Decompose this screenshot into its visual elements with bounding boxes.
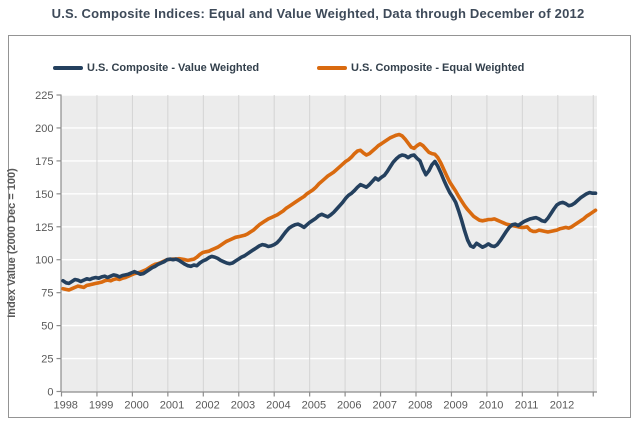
x-tick-label: 2000 [124, 400, 148, 412]
y-tick-label: 125 [35, 222, 53, 234]
legend-item-value-weighted: U.S. Composite - Value Weighted [53, 61, 259, 75]
legend-label-equal-weighted: U.S. Composite - Equal Weighted [351, 62, 525, 74]
x-tick-label: 1998 [53, 400, 77, 412]
x-tick-label: 2005 [302, 400, 326, 412]
y-tick-label: 225 [35, 90, 53, 102]
x-tick-label: 2008 [408, 400, 432, 412]
x-tick-label: 2009 [443, 400, 467, 412]
x-tick-label: 2007 [373, 400, 397, 412]
y-tick-label: 50 [41, 321, 53, 333]
series-line-value-weighted [61, 153, 598, 286]
x-tick-label: 2011 [515, 400, 539, 412]
x-tick-label: 2010 [479, 400, 503, 412]
y-tick-label: 100 [35, 255, 53, 267]
legend-label-value-weighted: U.S. Composite - Value Weighted [87, 62, 260, 74]
x-tick-label: 2001 [160, 400, 184, 412]
x-tick-label: 2003 [231, 400, 255, 412]
y-tick-label: 150 [35, 189, 53, 201]
x-tick-label: 1999 [89, 400, 113, 412]
y-tick-label: 25 [41, 354, 53, 366]
chart-title: U.S. Composite Indices: Equal and Value … [51, 6, 585, 21]
y-tick-label: 75 [41, 288, 53, 300]
legend-item-equal-weighted: U.S. Composite - Equal Weighted [317, 61, 524, 75]
plot-background [61, 95, 597, 392]
x-tick-label: 2004 [266, 400, 290, 412]
legend-swatch-equal-weighted [317, 65, 347, 71]
y-tick-label: 0 [47, 387, 53, 399]
y-tick-label: 200 [35, 123, 53, 135]
x-tick-label: 2006 [337, 400, 361, 412]
legend-swatch-value-weighted [53, 65, 83, 71]
x-tick-label: 2002 [195, 400, 219, 412]
y-tick-label: 175 [35, 156, 53, 168]
x-tick-label: 2012 [550, 400, 574, 412]
